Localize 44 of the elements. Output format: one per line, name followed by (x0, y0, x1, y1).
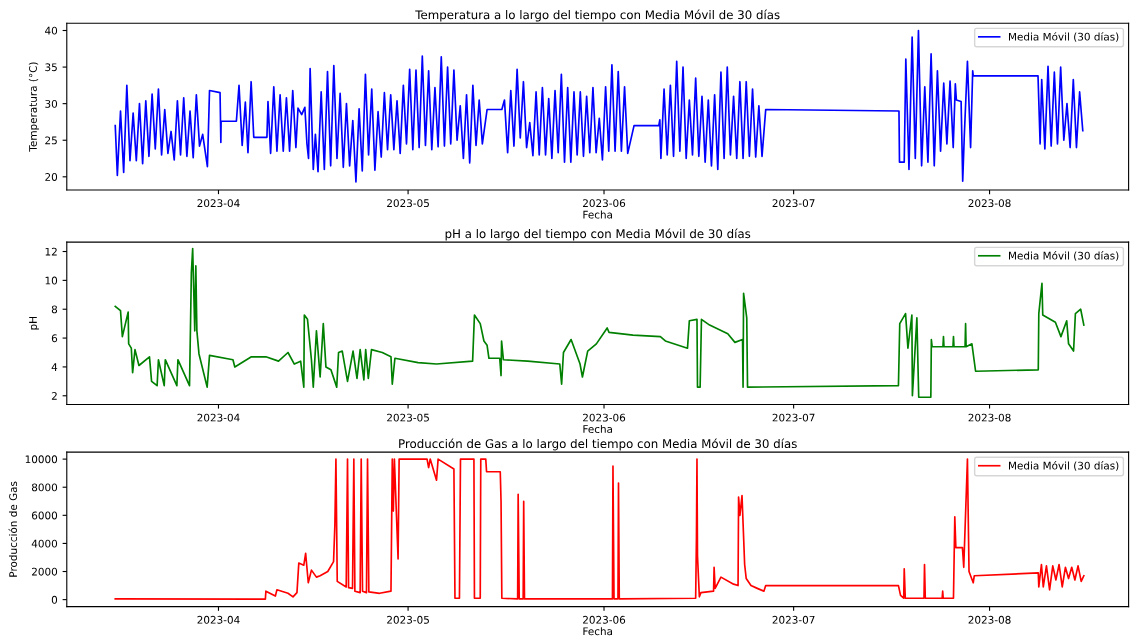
y-tick-label: 4 (51, 363, 58, 371)
y-tick-label: 4000 (31, 539, 58, 548)
x-tick-label: 2023-05 (387, 413, 429, 422)
x-tick-label: 2023-06 (583, 413, 626, 422)
x-tick-label: 2023-07 (772, 615, 815, 624)
x-tick-label: 2023-08 (968, 199, 1011, 208)
y-tick-label: 20 (45, 173, 58, 181)
x-tick-label: 2023-08 (968, 413, 1011, 422)
y-tick-label: 35 (45, 63, 57, 72)
x-tick-label: 2023-05 (387, 199, 429, 208)
chart-title: pH a lo largo del tiempo con Media Móvil de 30 días (445, 228, 751, 241)
x-tick-label: 2023-07 (772, 199, 815, 208)
y-tick-label: 10 (45, 276, 58, 285)
x-axis-title: Fecha (583, 210, 613, 219)
x-tick-label: 2023-05 (387, 615, 429, 624)
y-tick-label: 6000 (31, 511, 58, 520)
x-axis-title: Fecha (583, 424, 613, 433)
y-tick-label: 40 (45, 26, 58, 35)
legend-label: Media Móvil (30 días) (1009, 32, 1119, 42)
x-tick-label: 2023-04 (197, 615, 240, 624)
y-tick-label: 8000 (31, 483, 58, 492)
y-tick-label: 2000 (32, 567, 58, 576)
y-tick-label: 6 (51, 334, 58, 343)
y-tick-label: 30 (45, 99, 58, 108)
y-axis-title: Producción de Gas (8, 481, 18, 577)
y-tick-label: 25 (45, 136, 57, 145)
y-tick-label: 0 (51, 595, 58, 604)
x-axis-title: Fecha (583, 627, 613, 636)
x-tick-label: 2023-06 (583, 615, 626, 624)
x-tick-label: 2023-04 (197, 199, 240, 208)
x-tick-label: 2023-06 (583, 199, 626, 208)
x-tick-label: 2023-08 (968, 615, 1011, 624)
chart-title: Temperatura a lo largo del tiempo con Media Móvil de 30 días (415, 9, 780, 22)
y-axis-title: Temperatura (°C) (28, 62, 39, 152)
x-tick-label: 2023-04 (197, 413, 240, 422)
x-tick-label: 2023-07 (772, 413, 815, 422)
chart-title: Producción de Gas a lo largo del tiempo con Media Móvil de 30 días (399, 438, 797, 451)
legend-label: Media Móvil (30 días) (1009, 251, 1119, 261)
y-tick-label: 10000 (25, 455, 58, 464)
y-axis-title: pH (29, 317, 39, 330)
y-tick-label: 12 (45, 247, 57, 256)
y-tick-label: 8 (51, 305, 58, 314)
legend-label: Media Móvil (30 días) (1009, 461, 1119, 471)
y-tick-label: 2 (51, 392, 57, 400)
